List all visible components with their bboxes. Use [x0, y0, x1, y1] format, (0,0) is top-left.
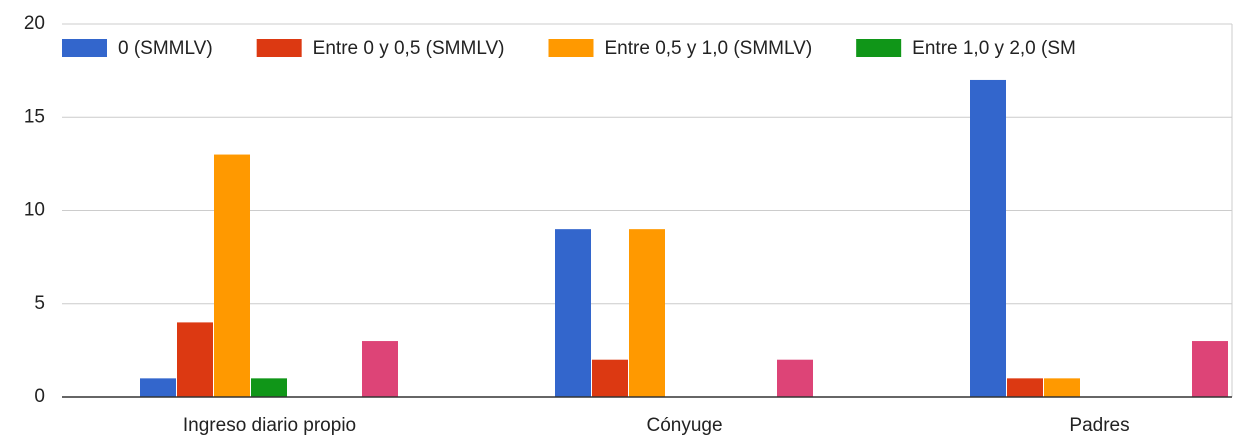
bar: [592, 359, 628, 397]
y-tick-label: 0: [34, 386, 45, 407]
x-tick-label: Ingreso diario propio: [183, 415, 356, 436]
bar: [970, 79, 1006, 397]
legend-label: Entre 0,5 y 1,0 (SMMLV): [605, 38, 813, 59]
bar: [251, 378, 287, 397]
y-tick-label: 20: [24, 13, 45, 34]
legend-swatch: [856, 39, 902, 57]
bar: [140, 378, 176, 397]
bar: [777, 359, 813, 397]
bar: [629, 229, 665, 397]
legend-swatch: [62, 39, 107, 57]
bar: [214, 154, 250, 397]
legend-label: 0 (SMMLV): [118, 38, 213, 59]
bar: [1007, 378, 1043, 397]
y-tick-label: 10: [24, 200, 45, 221]
bar: [362, 341, 398, 397]
x-tick-label: Cónyuge: [646, 415, 722, 436]
bar: [555, 229, 591, 397]
bar: [1044, 378, 1080, 397]
legend-swatch: [256, 39, 302, 57]
legend-swatch: [548, 39, 594, 57]
legend-label: Entre 0 y 0,5 (SMMLV): [313, 38, 505, 59]
y-tick-label: 5: [34, 293, 45, 314]
bar: [177, 322, 213, 397]
legend-label: Entre 1,0 y 2,0 (SM: [912, 38, 1076, 59]
x-tick-label: Padres: [1069, 415, 1129, 436]
bar: [1192, 341, 1228, 397]
y-tick-label: 15: [24, 106, 45, 127]
